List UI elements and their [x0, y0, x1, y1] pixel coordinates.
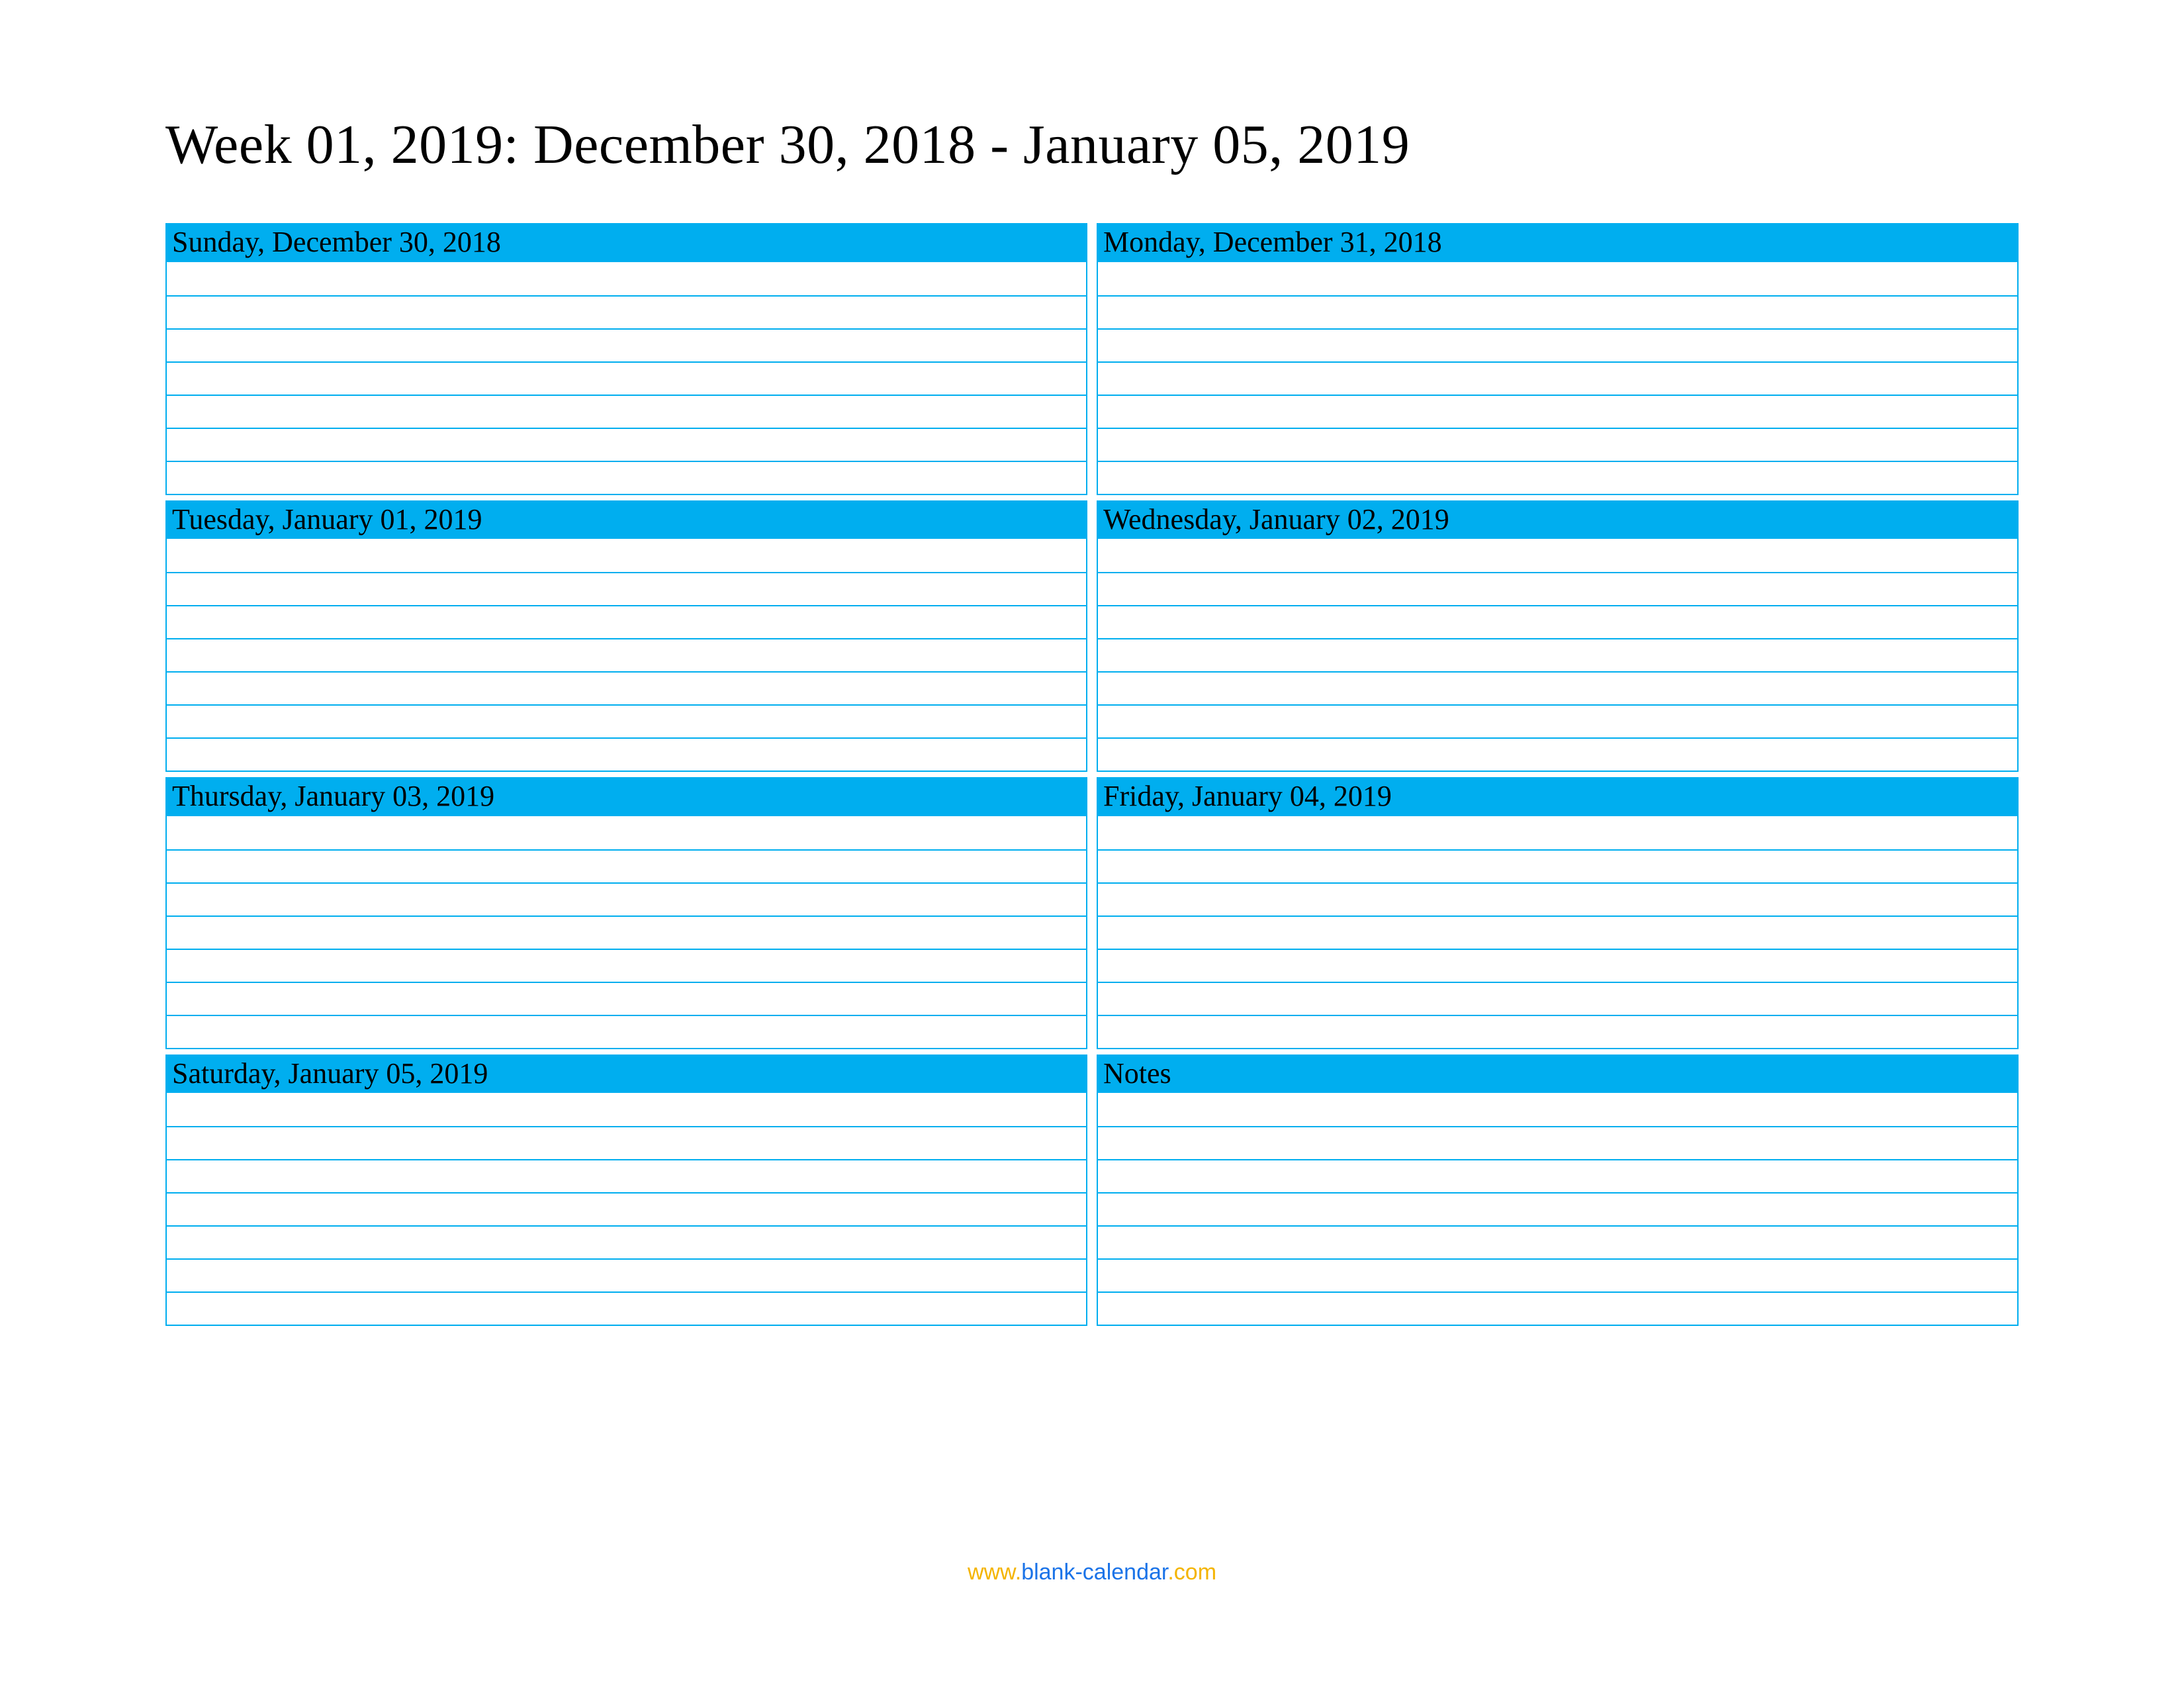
planner-row	[1098, 1126, 2017, 1159]
planner-row	[167, 1159, 1086, 1192]
planner-row	[1098, 605, 2017, 638]
day-block-tuesday: Tuesday, January 01, 2019	[165, 500, 1087, 773]
planner-row	[167, 262, 1086, 295]
day-header: Friday, January 04, 2019	[1098, 778, 2017, 816]
planner-row	[167, 605, 1086, 638]
day-header: Tuesday, January 01, 2019	[167, 502, 1086, 539]
planner-row	[167, 461, 1086, 494]
day-rows	[1098, 816, 2017, 1048]
planner-row	[1098, 1225, 2017, 1258]
planner-row	[1098, 395, 2017, 428]
planner-row	[167, 638, 1086, 671]
day-header: Saturday, January 05, 2019	[167, 1056, 1086, 1094]
planner-row	[167, 1291, 1086, 1325]
planner-row	[167, 1126, 1086, 1159]
planner-row	[1098, 638, 2017, 671]
day-header: Thursday, January 03, 2019	[167, 778, 1086, 816]
planner-row	[1098, 915, 2017, 949]
planner-row	[1098, 1015, 2017, 1048]
planner-row	[1098, 671, 2017, 704]
day-header: Notes	[1098, 1056, 2017, 1094]
footer-domain: blank-calendar	[1021, 1560, 1167, 1585]
day-header: Wednesday, January 02, 2019	[1098, 502, 2017, 539]
planner-row	[167, 982, 1086, 1015]
planner-row	[1098, 949, 2017, 982]
planner-row	[167, 428, 1086, 461]
day-rows	[167, 816, 1086, 1048]
day-rows	[167, 1093, 1086, 1325]
planner-row	[1098, 539, 2017, 572]
footer-url: www.blank-calendar.com	[0, 1560, 2184, 1585]
planner-row	[167, 539, 1086, 572]
planner-row	[167, 882, 1086, 915]
planner-row	[167, 572, 1086, 605]
planner-row	[1098, 882, 2017, 915]
planner-row	[1098, 361, 2017, 395]
day-block-friday: Friday, January 04, 2019	[1097, 777, 2019, 1049]
planner-row	[167, 395, 1086, 428]
planner-row	[167, 671, 1086, 704]
planner-row	[167, 295, 1086, 328]
day-header: Monday, December 31, 2018	[1098, 224, 2017, 262]
planner-row	[1098, 461, 2017, 494]
planner-row	[1098, 849, 2017, 882]
planner-row	[1098, 1159, 2017, 1192]
planner-row	[1098, 1192, 2017, 1225]
day-rows	[167, 539, 1086, 771]
planner-row	[167, 737, 1086, 771]
day-block-sunday: Sunday, December 30, 2018	[165, 223, 1087, 495]
planner-row	[1098, 816, 2017, 849]
planner-row	[167, 1225, 1086, 1258]
planner-row	[1098, 1291, 2017, 1325]
footer-prefix: www.	[968, 1560, 1021, 1585]
day-block-notes: Notes	[1097, 1055, 2019, 1327]
day-rows	[1098, 539, 2017, 771]
day-block-thursday: Thursday, January 03, 2019	[165, 777, 1087, 1049]
footer-suffix: .com	[1167, 1560, 1216, 1585]
day-rows	[1098, 1093, 2017, 1325]
planner-row	[1098, 737, 2017, 771]
day-block-monday: Monday, December 31, 2018	[1097, 223, 2019, 495]
planner-row	[167, 704, 1086, 737]
day-block-wednesday: Wednesday, January 02, 2019	[1097, 500, 2019, 773]
planner-row	[167, 1015, 1086, 1048]
planner-row	[1098, 982, 2017, 1015]
planner-row	[1098, 428, 2017, 461]
planner-row	[1098, 295, 2017, 328]
weekly-planner-page: Week 01, 2019: December 30, 2018 - Janua…	[0, 0, 2184, 1688]
planner-row	[167, 361, 1086, 395]
planner-row	[167, 1258, 1086, 1291]
planner-row	[167, 816, 1086, 849]
day-rows	[1098, 262, 2017, 494]
day-header: Sunday, December 30, 2018	[167, 224, 1086, 262]
planner-row	[167, 949, 1086, 982]
planner-row	[1098, 704, 2017, 737]
planner-grid: Sunday, December 30, 2018 Monday, Decemb…	[165, 223, 2019, 1326]
planner-row	[167, 1192, 1086, 1225]
planner-row	[1098, 1093, 2017, 1126]
page-title: Week 01, 2019: December 30, 2018 - Janua…	[165, 113, 2019, 177]
planner-row	[167, 328, 1086, 361]
planner-row	[167, 849, 1086, 882]
planner-row	[167, 915, 1086, 949]
day-rows	[167, 262, 1086, 494]
planner-row	[1098, 572, 2017, 605]
planner-row	[1098, 328, 2017, 361]
planner-row	[1098, 262, 2017, 295]
day-block-saturday: Saturday, January 05, 2019	[165, 1055, 1087, 1327]
planner-row	[1098, 1258, 2017, 1291]
planner-row	[167, 1093, 1086, 1126]
